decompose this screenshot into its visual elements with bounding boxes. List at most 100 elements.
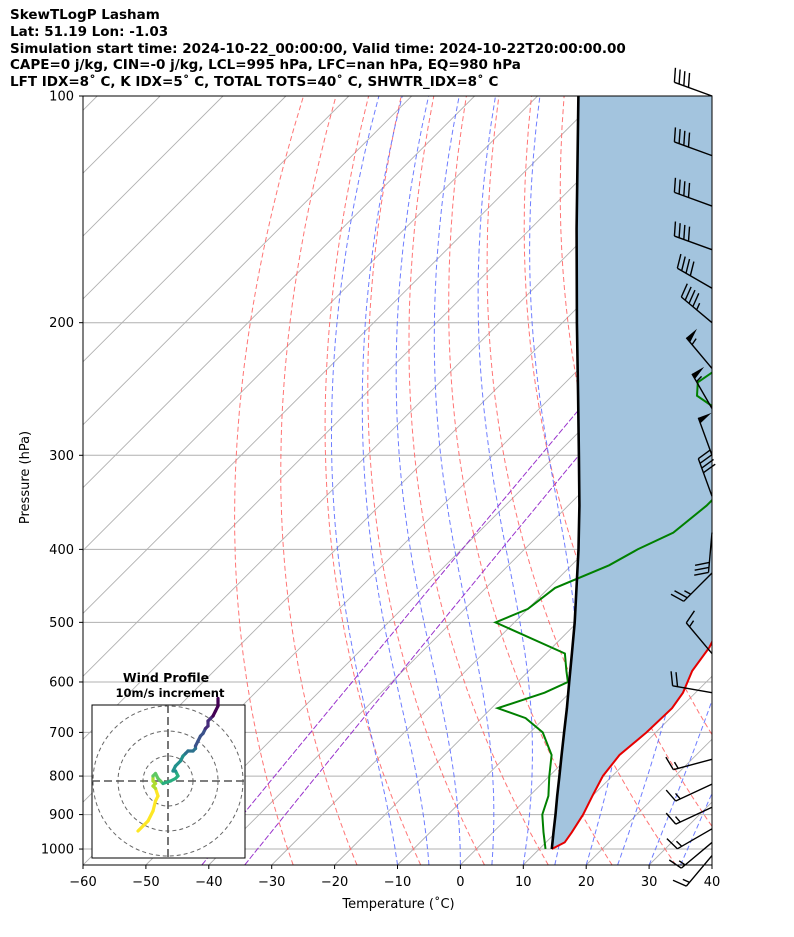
- barb-staff: [685, 855, 713, 887]
- hodograph-segment: [136, 819, 150, 833]
- hodograph-subtitle: 10m/s increment: [116, 686, 225, 700]
- barb-feather: [673, 127, 677, 142]
- wind-barb: [673, 177, 713, 207]
- y-tick-label: 400: [49, 543, 74, 558]
- moist-adiabat: [477, 96, 533, 865]
- wind-barb: [665, 806, 713, 825]
- barb-staff: [683, 572, 713, 602]
- barb-half-feather: [675, 840, 683, 847]
- barb-staff: [673, 758, 713, 771]
- barb-staff: [672, 685, 713, 694]
- barb-half-feather: [678, 860, 686, 866]
- x-axis-label: Temperature (˚C): [341, 896, 454, 912]
- x-tick-label: −50: [132, 875, 159, 890]
- barb-pennant: [686, 328, 698, 343]
- dry-adiabat: [408, 96, 549, 865]
- dry-adiabat: [367, 96, 485, 865]
- header-time: Simulation start time: 2024-10-22_00:00:…: [10, 40, 626, 57]
- wind-barb: [672, 855, 713, 887]
- y-tick-label: 900: [49, 808, 74, 823]
- x-tick-label: −40: [195, 875, 222, 890]
- barb-half-feather: [674, 792, 681, 800]
- dry-adiabat: [486, 96, 677, 865]
- dry-adiabat: [727, 96, 794, 865]
- barb-feather: [666, 838, 678, 850]
- wind-barb: [676, 253, 713, 289]
- x-tick-label: −20: [321, 875, 348, 890]
- chart-header: SkewTLogP Lasham Lat: 51.19 Lon: -1.03 S…: [10, 7, 626, 91]
- hodograph-segment: [146, 809, 155, 823]
- barb-staff: [685, 337, 713, 369]
- barb-half-feather: [684, 590, 692, 595]
- header-station-title: SkewTLogP Lasham: [10, 7, 160, 23]
- y-tick-label: 600: [49, 675, 74, 690]
- barb-feather: [676, 253, 682, 269]
- barb-feather: [673, 67, 677, 83]
- isotherm-line: [334, 486, 712, 865]
- barb-feather: [665, 812, 677, 825]
- barb-half-feather: [674, 816, 681, 823]
- moist-adiabat: [361, 96, 430, 865]
- parcel-profile-line: [550, 96, 581, 850]
- dry-adiabat: [324, 96, 422, 865]
- barb-half-feather: [688, 620, 695, 628]
- barb-feather: [678, 179, 681, 195]
- dewpoint-profile-line: [492, 371, 712, 850]
- isotherm-line: [83, 96, 538, 552]
- isotherm-line: [775, 96, 794, 865]
- barb-feather: [683, 130, 686, 146]
- barb-feather: [687, 72, 691, 88]
- barb-staff: [677, 267, 713, 289]
- dry-adiabat: [448, 96, 613, 865]
- barb-feather: [689, 261, 695, 276]
- wind-barb: [668, 841, 713, 869]
- barb-staff: [674, 191, 713, 207]
- barb-feather: [697, 449, 711, 460]
- moist-adiabat: [648, 699, 712, 865]
- barb-feather: [672, 879, 687, 887]
- wind-barb: [691, 366, 713, 409]
- y-tick-label: 700: [49, 726, 74, 741]
- y-tick-label: 100: [49, 90, 74, 105]
- barb-feather: [694, 571, 709, 576]
- isotherm-line: [83, 96, 350, 363]
- barb-feather: [694, 566, 710, 571]
- barb-staff: [674, 81, 713, 97]
- barb-pennant: [692, 366, 705, 380]
- barb-feather: [673, 221, 677, 237]
- x-tick-label: −60: [69, 875, 96, 890]
- moist-adiabat: [617, 96, 701, 865]
- barb-feather: [670, 671, 674, 686]
- barb-feather: [668, 859, 682, 869]
- wind-barb: [680, 283, 713, 324]
- barb-staff: [697, 458, 713, 497]
- barb-staff: [680, 296, 713, 324]
- wind-barb: [694, 532, 713, 576]
- wind-barb: [665, 756, 713, 771]
- barb-feather: [687, 132, 691, 148]
- header-location: Lat: 51.19 Lon: -1.03: [10, 23, 169, 40]
- barb-staff: [675, 783, 713, 802]
- isotherm-line: [83, 96, 601, 615]
- barb-staff: [674, 141, 713, 157]
- barb-staff: [697, 417, 713, 456]
- barb-feather: [674, 590, 688, 599]
- barb-staff: [677, 828, 713, 850]
- barb-feather: [703, 463, 716, 474]
- isotherm-line: [83, 96, 664, 677]
- isotherm-line: [83, 96, 224, 237]
- wind-barb: [670, 671, 713, 694]
- wind-barb: [673, 127, 713, 157]
- barb-feather: [678, 129, 681, 144]
- barb-feather: [665, 756, 674, 771]
- isotherm-line: [145, 298, 712, 865]
- barb-feather: [694, 561, 710, 566]
- barb-feather: [687, 182, 691, 198]
- barb-half-feather: [682, 878, 690, 883]
- wind-barb: [665, 783, 713, 802]
- barb-feather: [683, 181, 686, 196]
- barb-pennant: [698, 412, 712, 424]
- barb-feather: [699, 454, 713, 464]
- barb-feather: [687, 226, 691, 242]
- barb-staff: [674, 235, 713, 251]
